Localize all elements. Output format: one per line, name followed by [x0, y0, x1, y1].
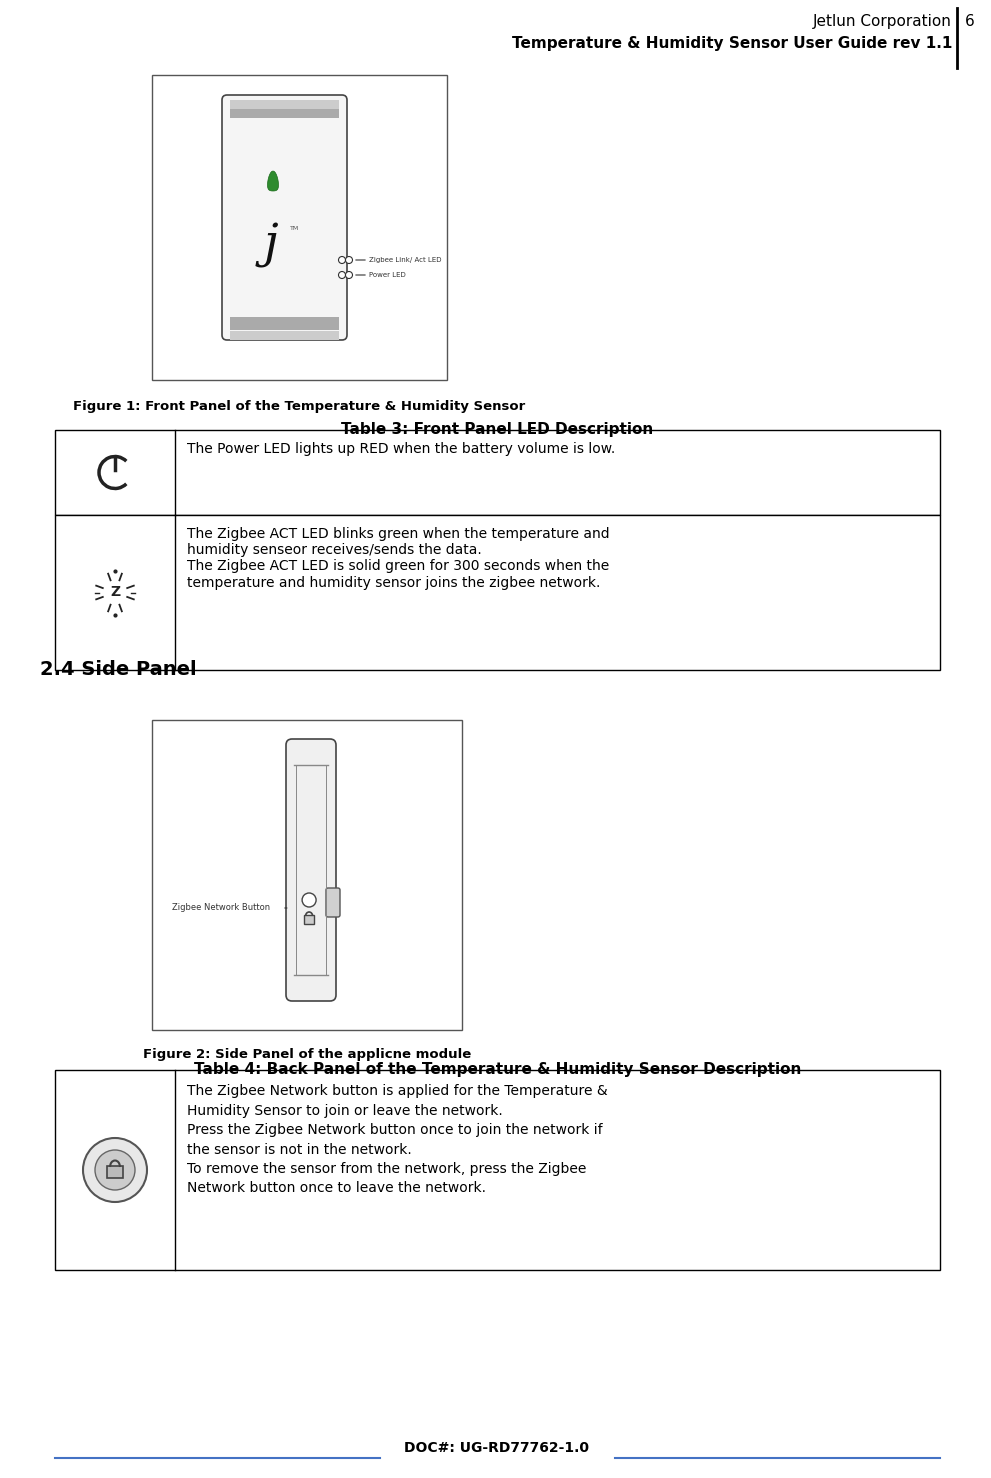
FancyBboxPatch shape	[286, 739, 336, 1001]
Bar	[55, 1070, 940, 1270]
Bar	[230, 101, 339, 109]
Text: j: j	[264, 222, 278, 268]
Text: Power LED: Power LED	[369, 272, 405, 278]
Polygon shape	[268, 171, 278, 191]
Text: The Zigbee Network button is applied for the Temperature &
Humidity Sensor to jo: The Zigbee Network button is applied for…	[187, 1083, 607, 1196]
Circle shape	[346, 272, 353, 278]
Text: Zigbee Link/ Act LED: Zigbee Link/ Act LED	[369, 257, 442, 263]
Text: Table 4: Back Panel of the Temperature & Humidity Sensor Description: Table 4: Back Panel of the Temperature &…	[194, 1063, 801, 1077]
Circle shape	[346, 257, 353, 263]
Text: Zigbee Network Button: Zigbee Network Button	[172, 903, 271, 912]
Circle shape	[339, 272, 346, 278]
Bar	[152, 720, 462, 1030]
Text: Jetlun Corporation: Jetlun Corporation	[814, 13, 952, 30]
Text: 6: 6	[965, 13, 975, 30]
Circle shape	[339, 257, 346, 263]
Text: Figure 2: Side Panel of the applicne module: Figure 2: Side Panel of the applicne mod…	[143, 1048, 471, 1061]
Bar	[304, 915, 314, 924]
Bar	[55, 430, 940, 514]
Bar	[107, 1166, 123, 1178]
Text: The Zigbee ACT LED blinks green when the temperature and
humidity senseor receiv: The Zigbee ACT LED blinks green when the…	[187, 528, 609, 590]
Bar	[230, 105, 339, 118]
Text: 2.4 Side Panel: 2.4 Side Panel	[40, 661, 196, 678]
Circle shape	[95, 1150, 135, 1190]
FancyBboxPatch shape	[222, 95, 347, 340]
Bar	[230, 316, 339, 330]
Text: Figure 1: Front Panel of the Temperature & Humidity Sensor: Figure 1: Front Panel of the Temperature…	[73, 401, 525, 412]
Circle shape	[83, 1138, 147, 1202]
Text: Table 3: Front Panel LED Description: Table 3: Front Panel LED Description	[341, 423, 654, 437]
Bar	[55, 514, 940, 670]
Text: DOC#: UG-RD77762-1.0: DOC#: UG-RD77762-1.0	[404, 1441, 590, 1454]
Text: The Power LED lights up RED when the battery volume is low.: The Power LED lights up RED when the bat…	[187, 442, 615, 457]
FancyBboxPatch shape	[326, 888, 340, 916]
Circle shape	[302, 893, 316, 907]
Text: TM: TM	[290, 226, 299, 231]
Bar	[152, 75, 447, 380]
Text: Temperature & Humidity Sensor User Guide rev 1.1: Temperature & Humidity Sensor User Guide…	[511, 35, 952, 52]
Text: Z: Z	[110, 585, 120, 600]
Bar	[230, 331, 339, 340]
